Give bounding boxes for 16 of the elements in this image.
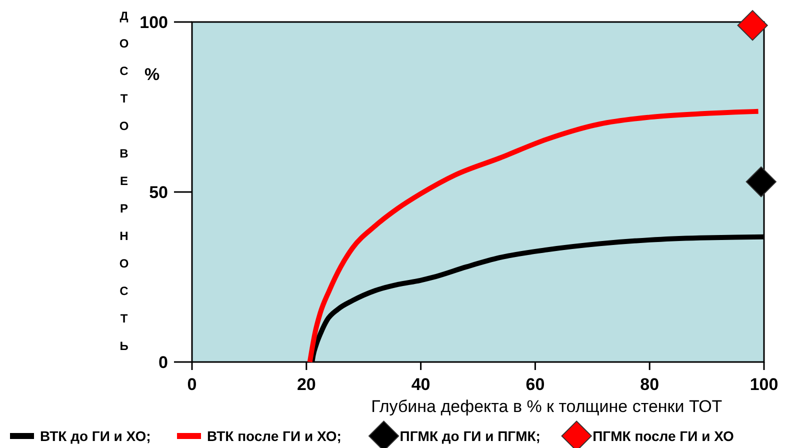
text: %	[144, 65, 160, 84]
legend-label: ПГМК после ГИ и ХО	[592, 428, 734, 444]
legend-label: ПГМК до ГИ и ПГМК;	[400, 428, 540, 444]
legend-label: ВТК до ГИ и ХО;	[40, 428, 151, 444]
x-tick-label: 80	[640, 375, 660, 394]
x-tick-label: 0	[187, 375, 197, 394]
y-tick-label: 0	[158, 353, 168, 372]
y-tick-label: 100	[140, 13, 168, 32]
text: ДОСТОВЕРНОСТЬ	[119, 9, 129, 353]
x-tick-label: 40	[411, 375, 430, 394]
legend-label: ВТК после ГИ и ХО;	[207, 428, 342, 444]
x-tick-label: 20	[296, 375, 316, 394]
x-axis-title: Глубина дефекта в % к толщине стенки ТОТ	[371, 397, 722, 416]
y-tick-label: 50	[149, 183, 168, 202]
x-tick-label: 60	[526, 375, 545, 394]
x-tick-label: 100	[750, 375, 778, 394]
